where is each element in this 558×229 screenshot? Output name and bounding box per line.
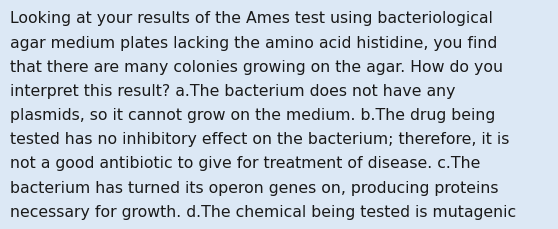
Text: necessary for growth. d.The chemical being tested is mutagenic: necessary for growth. d.The chemical bei… — [10, 204, 516, 219]
Text: plasmids, so it cannot grow on the medium. b.The drug being: plasmids, so it cannot grow on the mediu… — [10, 108, 496, 123]
Text: tested has no inhibitory effect on the bacterium; therefore, it is: tested has no inhibitory effect on the b… — [10, 132, 509, 147]
Text: agar medium plates lacking the amino acid histidine, you find: agar medium plates lacking the amino aci… — [10, 35, 497, 50]
Text: bacterium has turned its operon genes on, producing proteins: bacterium has turned its operon genes on… — [10, 180, 498, 195]
Text: Looking at your results of the Ames test using bacteriological: Looking at your results of the Ames test… — [10, 11, 493, 26]
Text: not a good antibiotic to give for treatment of disease. c.The: not a good antibiotic to give for treatm… — [10, 156, 480, 171]
Text: interpret this result? a.The bacterium does not have any: interpret this result? a.The bacterium d… — [10, 84, 455, 98]
Text: that there are many colonies growing on the agar. How do you: that there are many colonies growing on … — [10, 60, 503, 74]
